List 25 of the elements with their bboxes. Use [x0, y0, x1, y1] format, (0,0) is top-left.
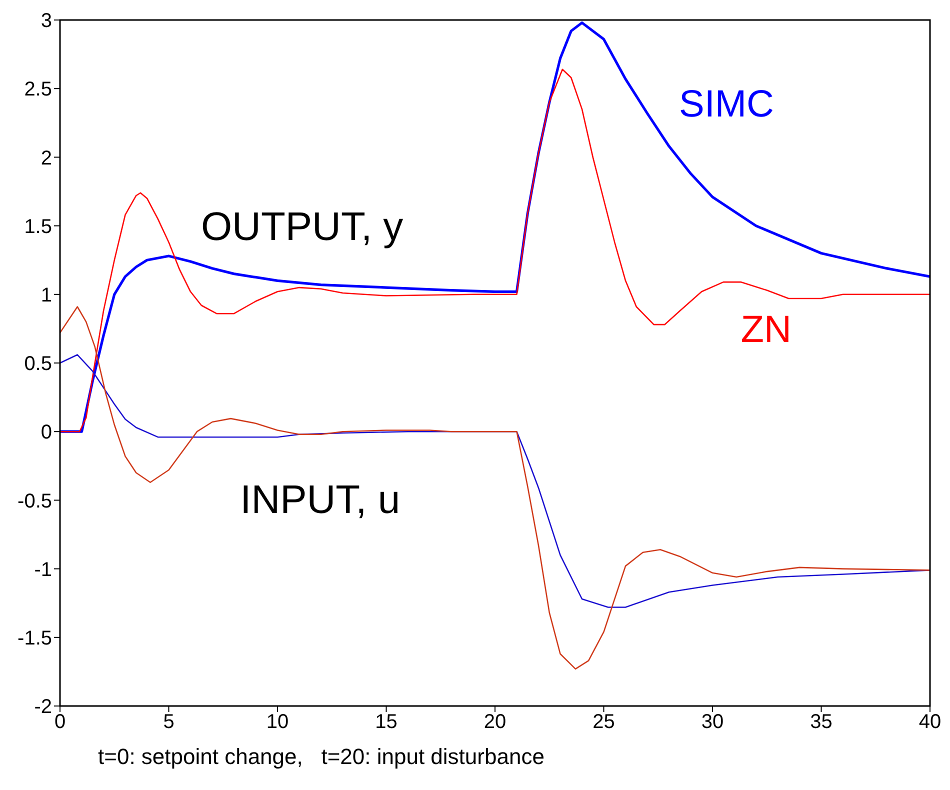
- y-tick-label: 0: [40, 422, 52, 444]
- text: t=0: setpoint change, t=20: input disturbance: [98, 744, 546, 770]
- x-tick-label: 5: [163, 711, 174, 734]
- y-tick-label: -1.5: [18, 628, 52, 650]
- series-label: ZN: [740, 309, 792, 352]
- y-tick-label: -0.5: [18, 490, 52, 512]
- annotation: OUTPUT, y: [200, 204, 404, 249]
- annotation: INPUT, u: [240, 478, 400, 522]
- y-tick-label: 0.5: [24, 353, 52, 376]
- line-series: [60, 306, 930, 670]
- x-tick-label: 20: [484, 711, 506, 734]
- x-tick-label: 40: [918, 711, 942, 734]
- y-tick-label: 1: [40, 284, 52, 306]
- y-tick-label: 1.5: [24, 216, 52, 238]
- y-tick-label: -2: [34, 696, 52, 718]
- x-tick-label: 10: [266, 711, 289, 734]
- y-tick-label: 2.5: [24, 78, 52, 101]
- y-tick-label: -1: [34, 558, 52, 581]
- x-tick-label: 15: [375, 711, 398, 734]
- series-label: SIMC: [679, 83, 774, 126]
- x-tick-label: 35: [810, 711, 832, 734]
- x-tick-label: 25: [592, 711, 615, 734]
- y-tick-label: 2: [40, 147, 52, 170]
- x-tick-label: 30: [701, 711, 724, 734]
- y-tick-label: 3: [40, 10, 52, 32]
